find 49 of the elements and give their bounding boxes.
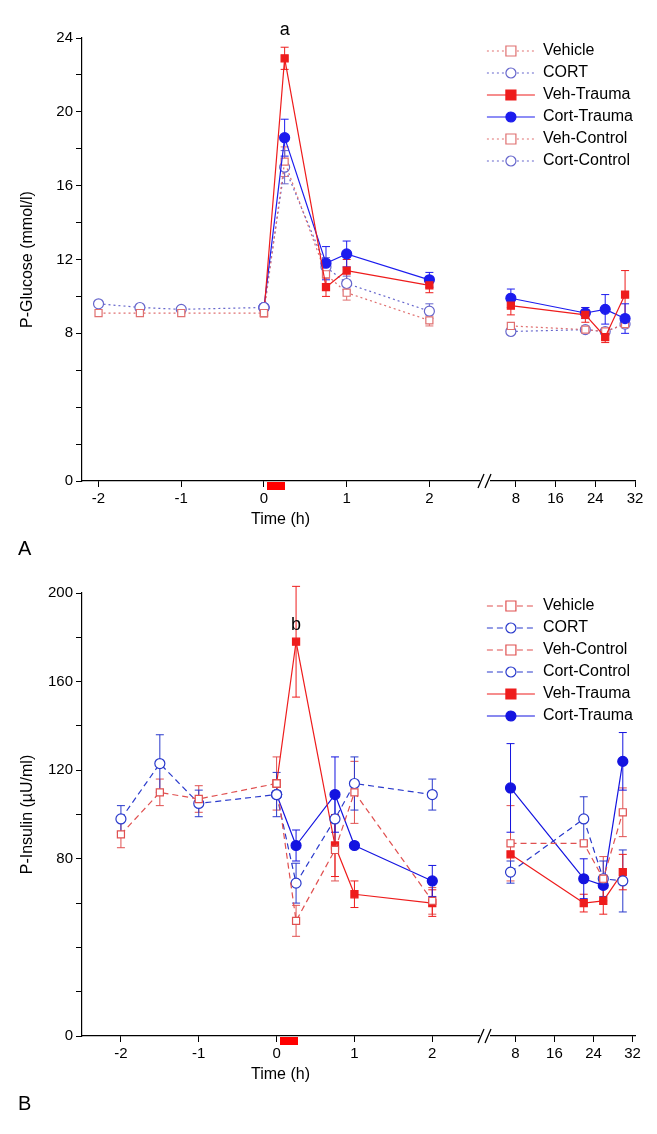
x-axis-title: Time (h) [251,509,310,527]
y-tick-label: 16 [56,175,73,193]
legend-label: Veh-Control [542,640,628,658]
x-tick-label: 8 [511,1044,520,1062]
x-tick-label: 16 [547,489,564,507]
x-tick-label: -2 [114,1044,128,1062]
legend-label: Cort-Trauma [542,107,634,125]
x-tick-label: 0 [259,489,269,507]
x-axis-title: Time (h) [251,1064,310,1082]
x-tick-label: 1 [342,489,351,507]
y-tick-label: 12 [56,249,73,267]
legend-label: Cort-Trauma [542,706,634,724]
x-tick-label: 24 [585,1044,602,1062]
x-tick-label: 2 [425,489,434,507]
legend-label: Vehicle [542,596,595,614]
y-tick-label: 80 [56,848,73,866]
x-tick-label: 32 [626,489,644,507]
annotation: a [279,19,291,40]
text: B [18,1091,32,1114]
x-tick-label: 8 [511,489,520,507]
x-tick-label: 0 [272,1044,281,1062]
annotation: b [291,613,302,634]
legend-label: CORT [542,618,589,636]
legend-label: Cort-Control [542,151,631,169]
y-tick-label: 8 [64,323,73,341]
x-tick-label: -1 [192,1044,206,1062]
text: A [18,536,32,559]
x-tick-label: 2 [428,1044,437,1062]
x-tick-label: 16 [546,1044,563,1062]
legend-label: Cort-Control [542,662,631,680]
x-tick-label: -2 [91,489,106,507]
y-tick-label: 120 [47,760,73,778]
y-tick-label: 0 [64,471,73,489]
legend-label: Veh-Trauma [542,684,631,702]
y-axis-title: P-Glucose (mmol/l) [18,191,36,328]
legend-label: CORT [542,63,589,81]
y-axis-title: P-Insulin (µU/ml) [18,754,36,875]
y-tick-label: 24 [56,28,73,46]
y-tick-label: 20 [56,101,73,119]
legend-label: Veh-Trauma [542,85,631,103]
legend-label: Veh-Control [542,129,628,147]
x-tick-label: -1 [174,489,188,507]
x-tick-label: 32 [624,1044,641,1062]
legend-label: Vehicle [542,41,595,59]
y-tick-label: 200 [47,583,73,601]
y-tick-label: 160 [47,671,73,689]
x-tick-label: 24 [586,489,604,507]
x-tick-label: 1 [350,1044,359,1062]
y-tick-label: 0 [64,1026,73,1044]
